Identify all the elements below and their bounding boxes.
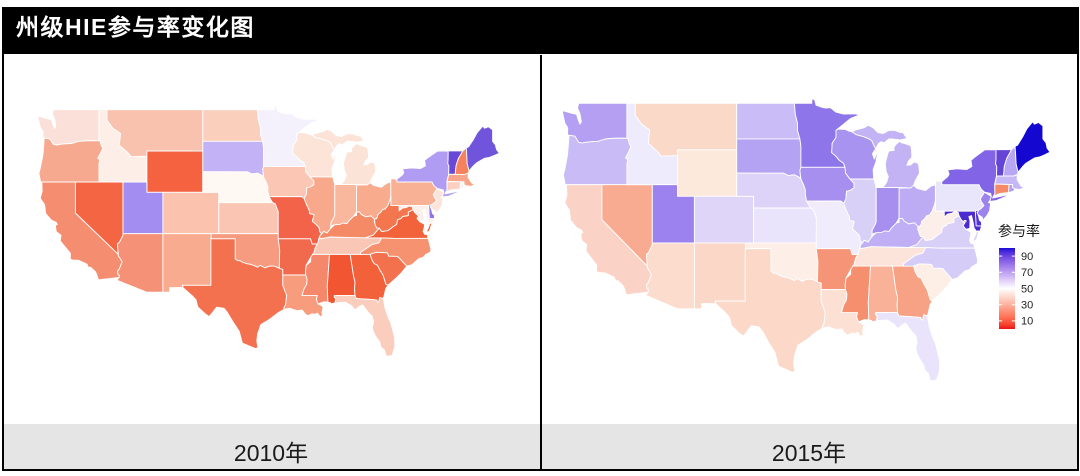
svg-text:10: 10 — [1021, 316, 1033, 328]
svg-text:参与率: 参与率 — [998, 223, 1040, 239]
svg-text:50: 50 — [1021, 283, 1033, 295]
svg-text:30: 30 — [1021, 300, 1033, 312]
svg-text:70: 70 — [1021, 267, 1033, 279]
svg-text:90: 90 — [1021, 251, 1033, 263]
